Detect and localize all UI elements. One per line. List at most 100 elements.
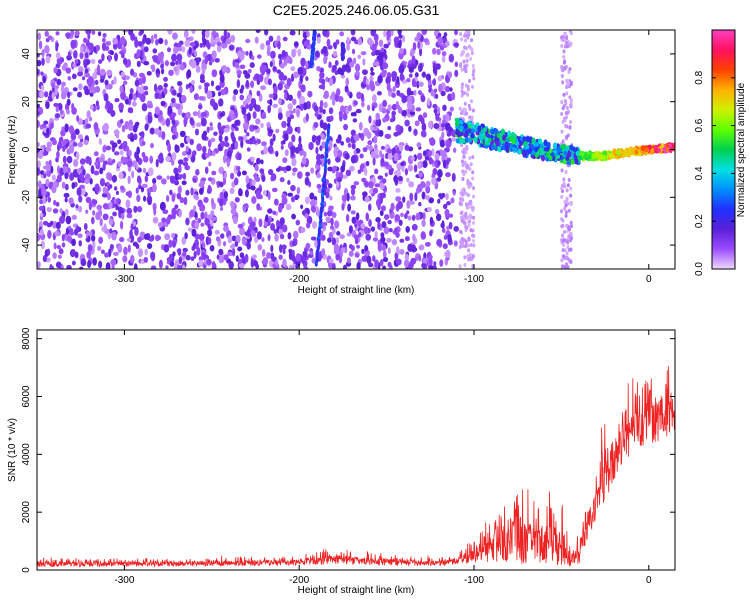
spectrogram-cell xyxy=(165,216,171,225)
spectrogram-cell xyxy=(370,30,376,37)
spectrogram-cell xyxy=(200,222,205,227)
spectrogram-cell xyxy=(316,183,322,189)
spectrogram-cell xyxy=(412,233,416,242)
spectrogram-cell xyxy=(66,264,72,269)
spectrogram-cell xyxy=(313,121,319,129)
spectrogram-cell xyxy=(444,122,451,131)
spectrogram-cell xyxy=(75,204,79,209)
spectrogram-cell xyxy=(61,242,66,248)
spectrogram-cell xyxy=(563,248,567,253)
spectrogram-cell xyxy=(443,234,448,240)
spectrogram-cell xyxy=(548,148,553,154)
spectrogram-cell xyxy=(139,30,145,35)
spectrogram-cell xyxy=(60,139,67,145)
spectrogram-cell xyxy=(104,252,110,258)
spectrogram-cell xyxy=(49,122,54,129)
spectrogram-cell xyxy=(111,263,115,269)
spectrogram-cell xyxy=(425,185,431,194)
spectrogram-cell xyxy=(59,109,64,115)
spectrogram-cell xyxy=(161,178,167,185)
spectrogram-cell xyxy=(181,46,186,53)
spectrogram-cell xyxy=(169,261,175,267)
spectrogram-cell xyxy=(160,63,165,69)
spectrogram-cell xyxy=(424,194,430,200)
spectrogram-cell xyxy=(129,135,135,143)
spectrogram-cell xyxy=(468,167,472,172)
spectrogram-cell xyxy=(61,181,66,189)
spectrogram-cell xyxy=(423,38,429,43)
spectrogram-cell xyxy=(245,139,252,144)
spectrogram-cell xyxy=(469,56,473,61)
spectrogram-cell xyxy=(443,203,448,210)
spectrogram-cell xyxy=(254,73,260,80)
spectrogram-cell xyxy=(430,89,435,97)
spectrogram-cell xyxy=(121,124,126,133)
spectrogram-cell xyxy=(569,193,573,198)
spectrogram-cell xyxy=(112,211,117,217)
spectrogram-cell xyxy=(240,139,244,149)
spectrogram-cell xyxy=(374,231,378,239)
spectrogram-cell xyxy=(235,255,239,263)
spectrogram-cell xyxy=(322,30,328,37)
spectrogram-cell xyxy=(556,146,561,154)
spectrogram-cell xyxy=(413,128,418,136)
spectrogram-cell xyxy=(319,100,324,108)
spectrogram-cell xyxy=(327,183,333,189)
spectrogram-cell xyxy=(275,167,281,172)
spectrogram-cell xyxy=(392,230,397,235)
spectrogram-cell xyxy=(395,196,402,202)
spectrogram-cell xyxy=(201,177,207,182)
spectrogram-cell xyxy=(134,79,140,87)
spectrogram-cell xyxy=(239,227,245,236)
spectrogram-cell xyxy=(216,41,222,47)
spectrogram-cell xyxy=(449,87,453,92)
spectrogram-cell xyxy=(472,194,476,199)
spectrogram-cell xyxy=(275,150,279,157)
spectrogram-cell xyxy=(472,186,476,191)
spectrogram-cell xyxy=(256,203,261,211)
spectrogram-cell xyxy=(325,187,331,193)
spectrogram-cell xyxy=(110,109,116,117)
spectrogram-cell xyxy=(174,144,178,150)
spectrogram-cell xyxy=(147,200,152,206)
spectrogram-cell xyxy=(251,232,257,237)
spectrogram-cell xyxy=(47,249,51,256)
spectrogram-cell xyxy=(370,66,374,73)
spectrogram-cell xyxy=(458,264,462,269)
spectrogram-cell xyxy=(467,32,471,37)
spectrogram-cell xyxy=(129,87,134,95)
spectrogram-cell xyxy=(161,217,167,223)
spectrogram-cell xyxy=(282,224,288,233)
spectrogram-cell xyxy=(164,39,168,46)
spectrogram-cell xyxy=(370,71,375,76)
spectrogram-cell xyxy=(374,259,379,269)
spectrogram-cell xyxy=(322,46,328,54)
spectrogram-cell xyxy=(471,254,475,259)
spectrogram-cell xyxy=(287,192,293,197)
spectrogram-cell xyxy=(204,166,209,175)
spectrogram-cell xyxy=(523,150,528,158)
spectrogram-cell xyxy=(567,151,572,158)
spectrogram-cell xyxy=(197,217,202,224)
spectrogram-cell xyxy=(460,37,464,42)
spectrogram-cell xyxy=(173,66,178,72)
spectrogram-cell xyxy=(377,75,383,84)
spectrogram-cell xyxy=(368,145,374,152)
spectrogram-cell xyxy=(53,199,57,206)
spectrogram-cell xyxy=(99,217,103,227)
spectrogram-cell xyxy=(178,164,182,174)
spectrogram-cell xyxy=(74,251,79,259)
spectrogram-cell xyxy=(222,199,227,206)
spectrogram-cell xyxy=(245,51,249,56)
spectrogram-cell xyxy=(464,150,468,155)
spectrogram-cell xyxy=(193,93,199,101)
spectrogram-cell xyxy=(459,211,463,216)
spectrogram-cell xyxy=(462,216,466,221)
spectrogram-cell xyxy=(229,172,235,180)
spectrogram-cell xyxy=(47,229,52,239)
spectrogram-cell xyxy=(342,112,348,121)
spectrogram-cell xyxy=(427,149,433,157)
spectrogram-cell xyxy=(190,118,195,126)
spectrogram-cell xyxy=(102,145,106,153)
spectrogram-cell xyxy=(267,104,272,114)
